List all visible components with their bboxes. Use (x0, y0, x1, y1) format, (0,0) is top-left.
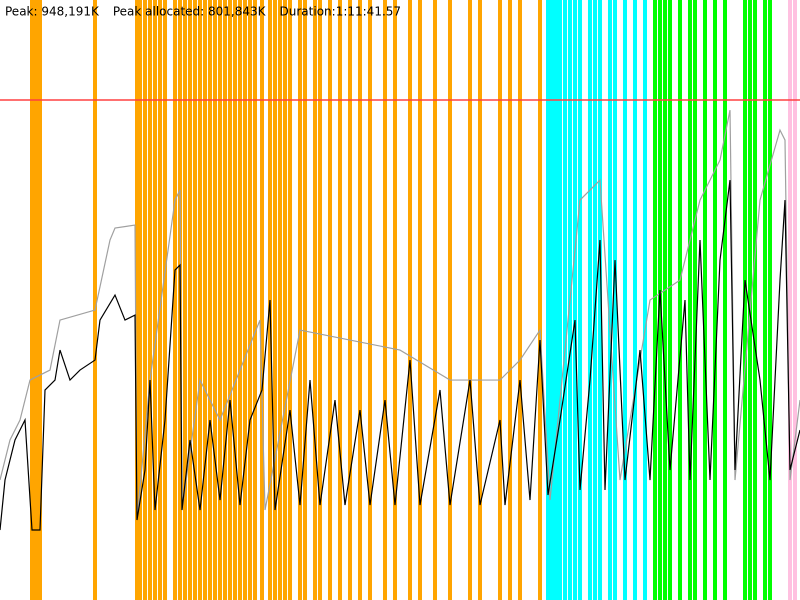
gc-event (135, 0, 139, 600)
gc-event (598, 0, 602, 600)
gc-event (303, 0, 307, 600)
gc-event (743, 0, 747, 600)
gc-event (243, 0, 247, 600)
gc-event (348, 0, 352, 600)
gc-event (198, 0, 202, 600)
gc-event (478, 0, 482, 600)
gc-event (663, 0, 667, 600)
gc-event (268, 0, 272, 600)
gc-event (768, 0, 772, 600)
gc-event (228, 0, 232, 600)
gc-event (358, 0, 362, 600)
gc-event (653, 0, 657, 600)
gc-event (153, 0, 157, 600)
gc-event (383, 0, 387, 600)
gc-event (253, 0, 257, 600)
gc-event (688, 0, 692, 600)
gc-event (573, 0, 577, 600)
gc-event (248, 0, 252, 600)
gc-event (143, 0, 147, 600)
gc-event (623, 0, 627, 600)
gc-event (318, 0, 322, 600)
memory-line (0, 180, 800, 531)
memory-line (0, 110, 800, 521)
gc-event (793, 0, 797, 600)
gc-event (148, 0, 152, 600)
gc-event (260, 0, 264, 600)
memory-lines (0, 99, 800, 531)
gc-event (138, 0, 142, 600)
gc-event (288, 0, 292, 600)
gc-event (588, 0, 592, 600)
gc-event (668, 0, 672, 600)
gc-event (713, 0, 717, 600)
gc-event (643, 0, 647, 600)
gc-event (763, 0, 767, 600)
gc-event (753, 0, 757, 600)
gc-event (418, 0, 422, 600)
gc-event (93, 0, 97, 600)
gc-event (703, 0, 707, 600)
gc-event (238, 0, 242, 600)
gc-event (313, 0, 317, 600)
gc-event (498, 0, 502, 600)
header: Peak: 948,191K Peak allocated: 801,843K Du… (5, 5, 401, 19)
gc-event (546, 0, 550, 600)
gc-event (558, 0, 562, 600)
gc-event (273, 0, 277, 600)
gc-event (298, 0, 302, 600)
gc-event (693, 0, 697, 600)
gc-event (468, 0, 472, 600)
gc-event (508, 0, 512, 600)
gc-event (393, 0, 397, 600)
gc-event (213, 0, 217, 600)
gc-event (678, 0, 682, 600)
gc-event (203, 0, 207, 600)
gc-event (608, 0, 612, 600)
gc-event (233, 0, 237, 600)
gc-event (550, 0, 554, 600)
gc-event (593, 0, 597, 600)
gc-event (223, 0, 227, 600)
gc-event (554, 0, 558, 600)
header-text: Peak allocated: 801,843K (113, 5, 267, 19)
gc-event (633, 0, 637, 600)
gc-event (578, 0, 582, 600)
gc-event (748, 0, 752, 600)
gc-event (34, 0, 38, 600)
gc-event (163, 0, 167, 600)
gc-event (433, 0, 437, 600)
gc-event (278, 0, 282, 600)
gc-event (173, 0, 177, 600)
gc-event (613, 0, 617, 600)
gc-event (518, 0, 522, 600)
gc-event (38, 0, 42, 600)
gc-event (283, 0, 287, 600)
gc-event (788, 0, 792, 600)
gc-event (368, 0, 372, 600)
gc-event (188, 0, 192, 600)
gc-event (328, 0, 332, 600)
gc-event (408, 0, 412, 600)
gc-event (448, 0, 452, 600)
gc-event (338, 0, 342, 600)
gc-event (538, 0, 542, 600)
gc-event (183, 0, 187, 600)
gc-event (218, 0, 222, 600)
gc-event (193, 0, 197, 600)
gc-event (30, 0, 34, 600)
gc-event (723, 0, 727, 600)
gc-event (563, 0, 567, 600)
header-text: Duration:1:11:41.57 (280, 5, 402, 19)
header-text: Peak: 948,191K (5, 5, 100, 19)
event-bands (30, 0, 797, 600)
gc-event (208, 0, 212, 600)
gc-event (158, 0, 162, 600)
